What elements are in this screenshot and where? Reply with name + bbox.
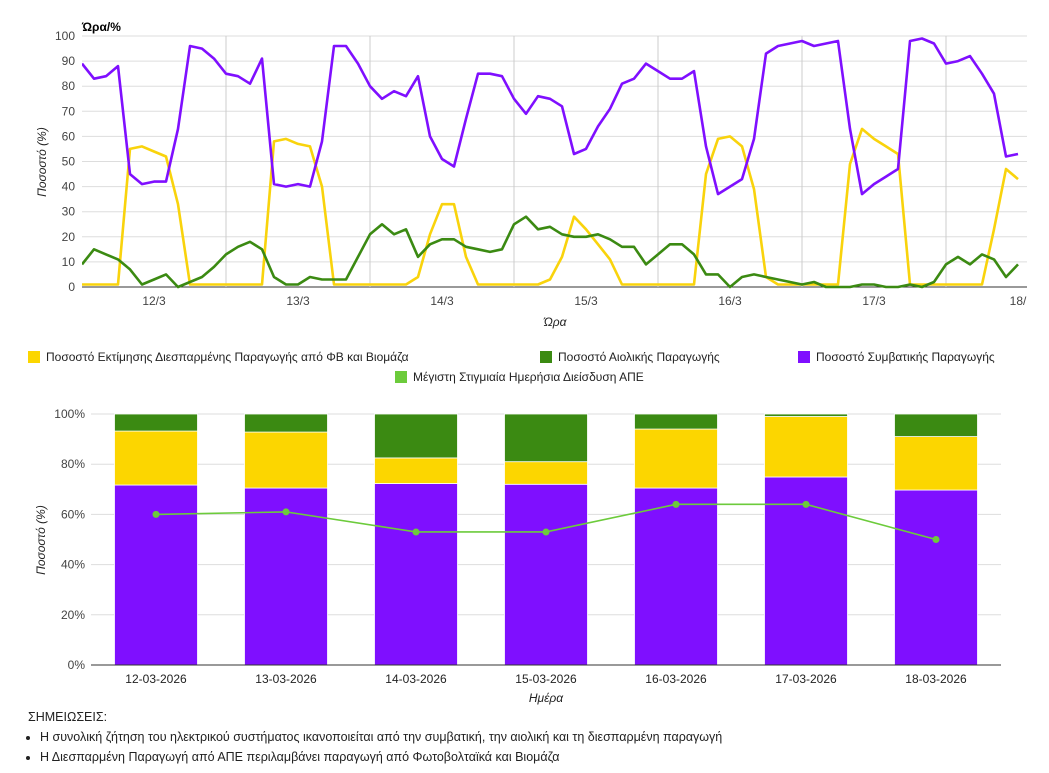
y-tick-label: 60 [62,129,76,143]
bar-segment-0 [374,483,458,666]
bar-segment-1 [894,436,978,491]
y-axis-title: Ποσοστό (%) [34,505,48,575]
y-tick-label: 30 [62,205,76,219]
legend-label: Ποσοστό Συμβατικής Παραγωγής [816,350,995,364]
y-tick-label: 20 [62,230,76,244]
max-res-penetration-point [542,528,550,536]
bar-segment-1 [634,428,718,489]
bar-segment-1 [764,416,848,478]
notes-list: Η συνολική ζήτηση του ηλεκτρικού συστήμα… [28,730,722,764]
bar-segment-2 [244,413,328,433]
legend-item-conventional[interactable]: Ποσοστό Συμβατικής Παραγωγής [798,350,995,364]
x-tick-label: 13-03-2026 [255,672,317,686]
x-tick-label: 14-03-2026 [385,672,447,686]
legend-label: Μέγιστη Στιγμιαία Ημερήσια Διείσδυση ΑΠΕ [413,370,644,384]
y-tick-label: 60% [61,507,85,521]
x-axis-title: Ώρα [543,315,567,329]
legend-swatch [395,371,407,383]
series-line-1 [82,215,1019,289]
y-tick-label: 10 [62,255,76,269]
max-res-penetration-point [802,500,810,508]
bar-segment-0 [244,487,328,666]
max-res-penetration-point [412,528,420,536]
charts: 0 10 20 30 40 50 60 70 80 90 100 12/3 13/3 14/3 15/3 16… [34,20,1027,705]
x-tick-label: 15-03-2026 [515,672,577,686]
y-tick-label: 70 [62,104,76,118]
y-tick-label: 0 [68,280,75,294]
legend-item-max-res-penetration[interactable]: Μέγιστη Στιγμιαία Ημερήσια Διείσδυση ΑΠΕ [395,370,644,384]
notes-title: ΣΗΜΕΙΩΣΕΙΣ: [28,710,108,724]
y-tick-label: 20% [61,608,85,622]
notes-section: ΣΗΜΕΙΩΣΕΙΣ: Η συνολική ζήτηση του ηλεκτρ… [28,710,722,770]
bar-segment-0 [764,476,848,666]
x-tick-label: 17-03-2026 [775,672,837,686]
legend-label: Ποσοστό Αιολικής Παραγωγής [558,350,720,364]
bar-segment-0 [634,487,718,666]
x-tick-label: 14/3 [430,294,454,308]
x-tick-label: 16-03-2026 [645,672,707,686]
y-tick-label: 40 [62,180,76,194]
note-item: Η συνολική ζήτηση του ηλεκτρικού συστήμα… [40,730,722,744]
y-tick-label: 80 [62,79,76,93]
legend-label: Ποσοστό Εκτίμησης Διεσπαρμένης Παραγωγής… [46,350,409,364]
x-tick-label: 15/3 [574,294,598,308]
legend-swatch [798,351,810,363]
bar-segment-0 [894,489,978,666]
bar-segment-2 [894,413,978,437]
y-tick-label: 40% [61,558,85,572]
x-tick-label: 18/ [1010,294,1027,308]
bar-segment-0 [504,483,588,666]
y-tick-label: 90 [62,54,76,68]
bar-segment-1 [114,430,198,486]
bar-segment-2 [114,413,198,432]
x-axis-title: Ημέρα [529,691,564,705]
note-item: Η Διεσπαρμένη Παραγωγή από ΑΠΕ περιλαμβά… [40,750,722,764]
series-line-2 [82,37,1019,196]
max-res-penetration-point [282,508,290,516]
legend-swatch [28,351,40,363]
bar-segment-2 [764,413,848,417]
y-axis-title: Ποσοστό (%) [35,127,49,197]
max-res-penetration-point [672,500,680,508]
bar-segment-2 [504,413,588,463]
x-tick-label: 17/3 [862,294,886,308]
series-line-0 [82,127,1019,286]
max-res-penetration-point [152,510,160,518]
bar-segment-1 [374,457,458,484]
bar-segment-2 [374,413,458,459]
y-tick-label: 80% [61,457,85,471]
legend-item-pv[interactable]: Ποσοστό Εκτίμησης Διεσπαρμένης Παραγωγής… [28,350,409,364]
x-tick-label: 13/3 [286,294,310,308]
x-tick-label: 18-03-2026 [905,672,967,686]
y-tick-label: 50 [62,155,76,169]
y-tick-label: 0% [68,658,86,672]
x-tick-label: 12/3 [142,294,166,308]
bar-segment-1 [504,461,588,485]
hourly-line-chart: 0 10 20 30 40 50 60 70 80 90 100 12/3 13/3 14/3 15/3 16… [35,20,1027,329]
y-tick-label: 100% [54,407,85,421]
y-tick-label: 100 [55,29,75,43]
x-tick-label: 16/3 [718,294,742,308]
chart-title: Ώρα/% [81,20,121,34]
legend-swatch [540,351,552,363]
legend-item-wind[interactable]: Ποσοστό Αιολικής Παραγωγής [540,350,720,364]
bar-segment-1 [244,431,328,489]
bar-segment-2 [634,413,718,430]
x-tick-label: 12-03-2026 [125,672,187,686]
daily-stacked-bar-chart: 0% 20% 40% 60% 80% 100% 12-03-2026 13-03-2026 14… [34,407,1001,705]
max-res-penetration-point [932,536,940,543]
